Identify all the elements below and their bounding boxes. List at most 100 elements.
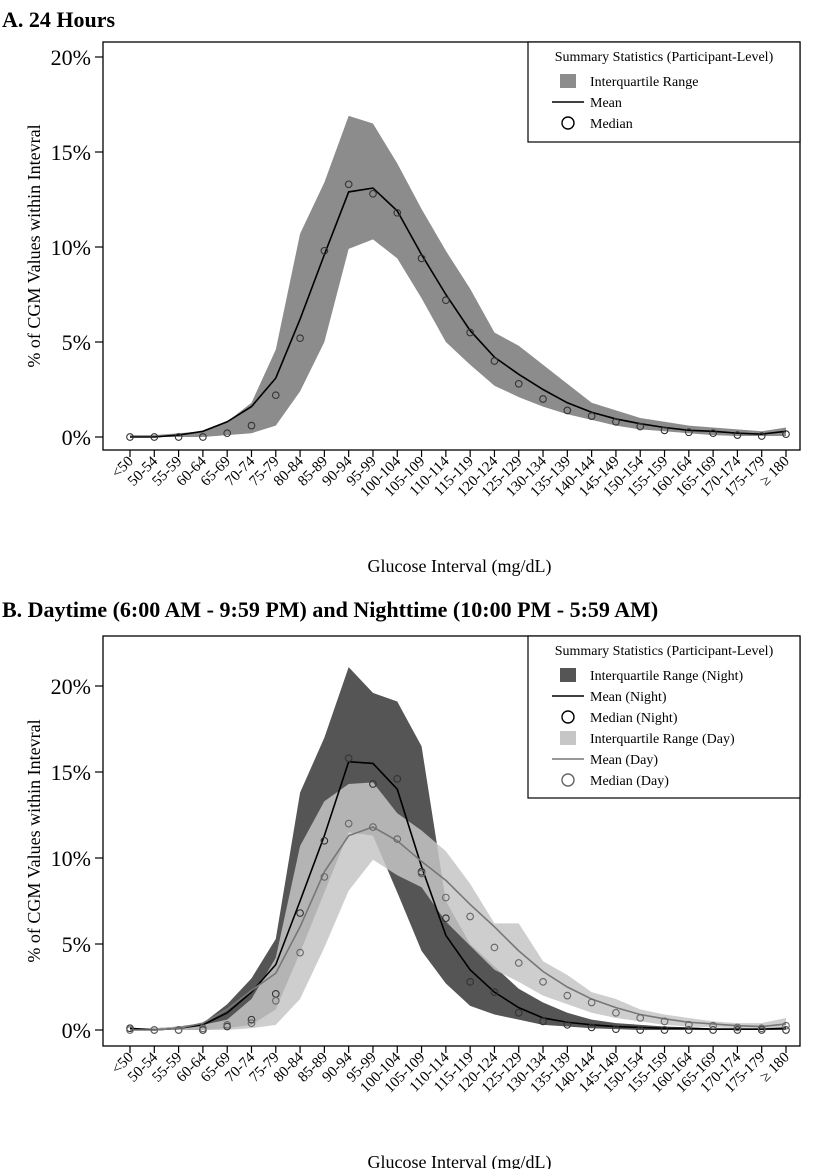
median-point — [514, 1008, 523, 1017]
median-point — [320, 873, 329, 881]
legend-entry-label: Median — [590, 117, 633, 132]
legend-swatch-band — [560, 731, 576, 745]
median-point — [296, 909, 304, 917]
median-point — [442, 914, 450, 923]
legend-entry-label: Interquartile Range — [590, 75, 698, 90]
median-point — [563, 406, 572, 415]
median-point — [587, 1023, 596, 1032]
median-point — [174, 433, 183, 441]
median-point — [466, 328, 474, 337]
median-point — [709, 1021, 717, 1030]
median-point — [174, 1026, 183, 1034]
median-point — [684, 428, 693, 437]
median-point — [393, 775, 402, 783]
median-point — [126, 433, 134, 441]
legend-swatch-band — [560, 668, 576, 682]
y-tick-label: 0% — [62, 425, 91, 450]
median-point — [417, 869, 426, 878]
legend-entry-label: Interquartile Range (Day) — [590, 732, 735, 747]
panel-a-plot-frame — [102, 41, 801, 451]
legend-entry-label: Mean — [590, 96, 622, 111]
median-point — [393, 835, 402, 843]
median-point — [320, 836, 329, 845]
panel-a-title: A. 24 Hours — [2, 7, 116, 32]
median-point — [587, 998, 596, 1007]
median-point — [271, 996, 280, 1005]
y-tick-label: 20% — [51, 45, 91, 70]
median-point — [757, 1024, 766, 1033]
median-point — [466, 912, 474, 921]
median-point — [344, 754, 353, 763]
median-point — [247, 421, 256, 430]
median-point — [733, 1023, 742, 1032]
panel-b-title: B. Daytime (6:00 AM - 9:59 PM) and Night… — [2, 597, 658, 622]
median-point — [782, 430, 790, 439]
median-point — [393, 208, 402, 217]
median-point — [636, 1014, 645, 1022]
median-point — [320, 246, 329, 255]
panel-a-chart: A. 24 Hours 0%5%10%15%20% <5050-5455-596… — [2, 7, 801, 577]
median-point — [490, 357, 499, 365]
median-point — [369, 189, 377, 198]
median-point — [490, 943, 499, 952]
median-point — [539, 395, 547, 403]
mean-line-secondary — [130, 826, 787, 1031]
median-point — [636, 422, 645, 431]
median-point — [126, 1026, 134, 1034]
median-point — [660, 1026, 669, 1034]
median-point — [442, 893, 450, 902]
legend-entry-label: Median (Day) — [590, 774, 669, 789]
median-point — [684, 1026, 693, 1034]
iqr-band-secondary — [130, 782, 786, 1030]
panel-b-legend: Summary Statistics (Participant-Level) In… — [527, 635, 801, 799]
median-point — [344, 180, 353, 189]
mean-line-primary — [130, 187, 787, 438]
median-point — [733, 431, 742, 439]
median-point — [271, 391, 280, 400]
panel-a-legend: Summary Statistics (Participant-Level) In… — [527, 41, 801, 143]
y-tick-label: 15% — [51, 760, 91, 785]
panel-b-x-axis-label: Glucose Interval (mg/dL) — [368, 1152, 552, 1169]
y-tick-label: 10% — [51, 235, 91, 260]
median-point — [369, 823, 377, 831]
median-point — [199, 433, 207, 441]
y-tick-label: 10% — [51, 846, 91, 871]
legend-swatch-point — [561, 116, 575, 130]
median-point — [660, 1017, 669, 1026]
median-point — [199, 1024, 207, 1033]
legend-entry-label: Mean (Night) — [590, 690, 667, 705]
median-point — [247, 1015, 256, 1024]
median-point — [466, 977, 474, 986]
median-point — [612, 417, 620, 426]
median-point — [684, 1020, 693, 1029]
median-point — [150, 1026, 159, 1034]
median-point — [612, 1025, 620, 1033]
median-point — [757, 432, 766, 440]
legend-entry-label: Median (Night) — [590, 711, 678, 726]
median-point — [223, 1020, 232, 1029]
median-point — [150, 433, 159, 441]
legend-entry-label: Interquartile Range (Night) — [590, 669, 744, 684]
y-tick-label: 5% — [62, 932, 91, 957]
median-point — [612, 1008, 620, 1017]
median-point — [782, 1026, 790, 1034]
median-point — [539, 977, 547, 986]
panel-b-plot-frame — [102, 635, 801, 1047]
median-point — [636, 1026, 645, 1034]
median-point — [344, 819, 353, 828]
legend-title: Summary Statistics (Participant-Level) — [555, 50, 774, 65]
median-point — [296, 948, 304, 957]
y-tick-label: 20% — [51, 674, 91, 699]
median-point — [733, 1026, 742, 1034]
legend-swatch-band — [560, 74, 576, 88]
median-point — [490, 988, 499, 997]
median-point — [296, 334, 304, 343]
panel-a-x-axis-label: Glucose Interval (mg/dL) — [368, 556, 552, 577]
panel-b-chart: B. Daytime (6:00 AM - 9:59 PM) and Night… — [2, 597, 801, 1169]
mean-line-primary — [129, 760, 787, 1031]
panel-a-y-axis-label: % of CGM Values within Intevral — [24, 124, 44, 367]
legend-entry-label: Mean (Day) — [590, 753, 658, 768]
median-point — [660, 426, 669, 435]
median-point — [782, 1021, 790, 1030]
median-point — [223, 429, 232, 438]
